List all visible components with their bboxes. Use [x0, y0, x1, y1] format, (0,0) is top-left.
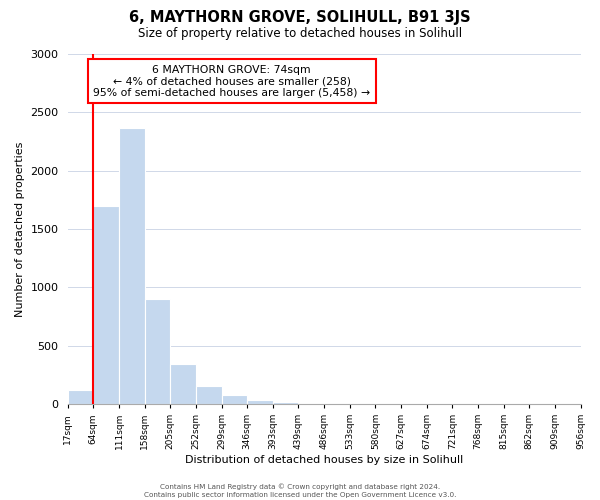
Bar	[170, 364, 196, 404]
Bar	[221, 394, 247, 404]
Bar	[273, 402, 298, 404]
Text: Size of property relative to detached houses in Solihull: Size of property relative to detached ho…	[138, 28, 462, 40]
Text: 6 MAYTHORN GROVE: 74sqm
← 4% of detached houses are smaller (258)
95% of semi-de: 6 MAYTHORN GROVE: 74sqm ← 4% of detached…	[93, 64, 370, 98]
Bar	[145, 299, 170, 404]
Bar	[196, 386, 221, 404]
Y-axis label: Number of detached properties: Number of detached properties	[15, 142, 25, 316]
X-axis label: Distribution of detached houses by size in Solihull: Distribution of detached houses by size …	[185, 455, 463, 465]
Bar	[94, 206, 119, 404]
Bar	[119, 128, 145, 404]
Bar	[247, 400, 273, 404]
Bar	[68, 390, 94, 404]
Text: Contains HM Land Registry data © Crown copyright and database right 2024.
Contai: Contains HM Land Registry data © Crown c…	[144, 484, 456, 498]
Text: 6, MAYTHORN GROVE, SOLIHULL, B91 3JS: 6, MAYTHORN GROVE, SOLIHULL, B91 3JS	[129, 10, 471, 25]
